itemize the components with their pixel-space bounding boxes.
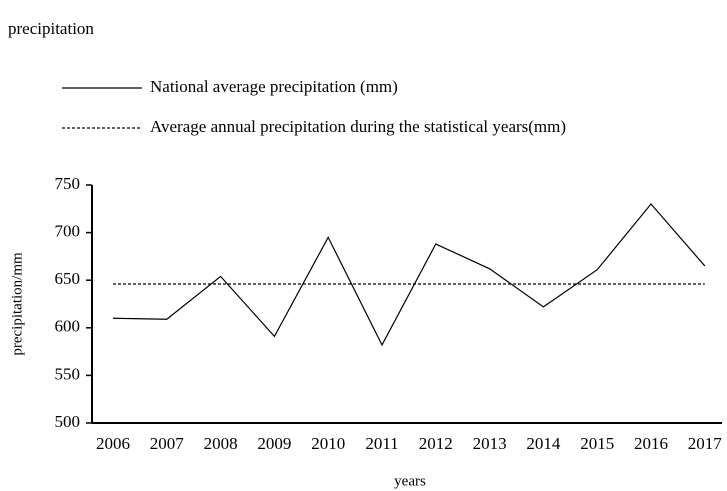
x-tick-label: 2008: [204, 434, 238, 453]
y-axis-label: precipitation/mm: [9, 252, 25, 356]
x-tick-label: 2006: [96, 434, 130, 453]
x-tick-label: 2015: [580, 434, 614, 453]
x-tick-label: 2010: [311, 434, 345, 453]
y-tick-label: 750: [55, 174, 81, 193]
legend-label: National average precipitation (mm): [150, 77, 398, 96]
x-tick-label: 2016: [634, 434, 668, 453]
x-tick-label: 2012: [419, 434, 453, 453]
y-tick-label: 500: [55, 412, 81, 431]
y-tick-label: 650: [55, 269, 81, 288]
legend-label: Average annual precipitation during the …: [150, 117, 566, 136]
chart-title: precipitation: [8, 19, 94, 38]
x-tick-label: 2009: [257, 434, 291, 453]
x-axis-label: years: [394, 473, 426, 489]
y-tick-label: 600: [55, 317, 81, 336]
x-tick-label: 2011: [365, 434, 398, 453]
y-tick-label: 550: [55, 364, 81, 383]
x-tick-label: 2014: [526, 434, 561, 453]
series-line: [112, 203, 706, 347]
y-tick-label: 700: [55, 222, 81, 241]
x-tick-label: 2007: [150, 434, 185, 453]
x-tick-label: 2013: [473, 434, 507, 453]
x-tick-label: 2017: [688, 434, 723, 453]
